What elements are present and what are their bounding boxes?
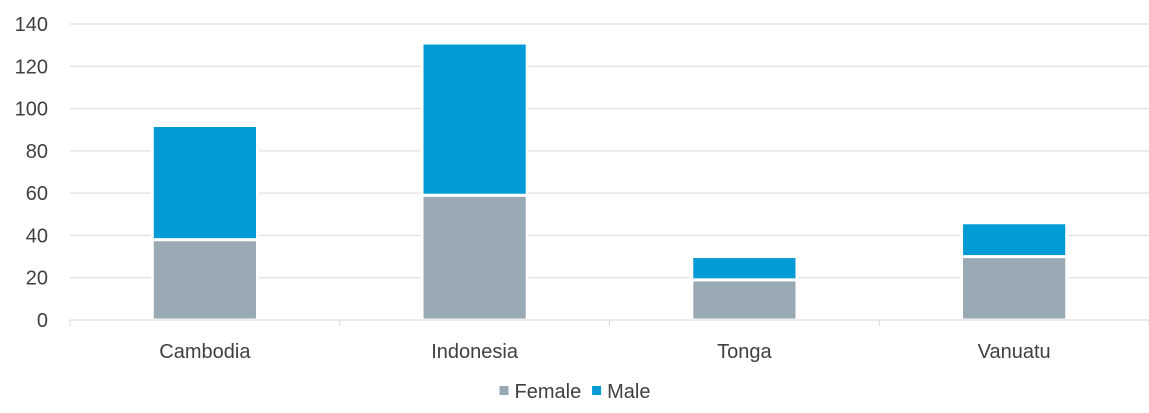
bar-male-cambodia <box>150 123 259 242</box>
bar-female-vanuatu <box>960 255 1069 322</box>
y-tick-label: 140 <box>15 14 48 36</box>
bars <box>150 41 1069 322</box>
bar-female-cambodia <box>150 238 259 322</box>
legend-label-female: Female <box>515 381 582 403</box>
x-tick-label: Vanuatu <box>978 341 1051 363</box>
y-tick-label: 100 <box>15 99 48 121</box>
axes: 0 20 40 60 80 100 120 140 Cambodia Indonesia Tonga… <box>15 14 1149 363</box>
legend: Female Male <box>499 381 650 403</box>
bar-male-indonesia <box>420 41 529 197</box>
y-tick-label: 20 <box>26 268 48 290</box>
bar-female-indonesia <box>420 193 529 322</box>
y-tick-label: 60 <box>26 183 48 205</box>
x-tick-label: Tonga <box>717 341 772 363</box>
x-tick-label: Indonesia <box>431 341 519 363</box>
bar-male-tonga <box>690 255 799 282</box>
y-tick-label: 120 <box>15 56 48 78</box>
y-tick-label: 0 <box>37 310 48 332</box>
legend-label-male: Male <box>607 381 650 403</box>
y-tick-label: 40 <box>26 225 48 247</box>
legend-swatch-female <box>499 386 509 395</box>
bar-male-vanuatu <box>960 221 1069 259</box>
legend-swatch-male <box>592 386 602 395</box>
x-tick-label: Cambodia <box>159 341 251 363</box>
bar-female-tonga <box>690 278 799 322</box>
y-tick-label: 80 <box>26 141 48 163</box>
